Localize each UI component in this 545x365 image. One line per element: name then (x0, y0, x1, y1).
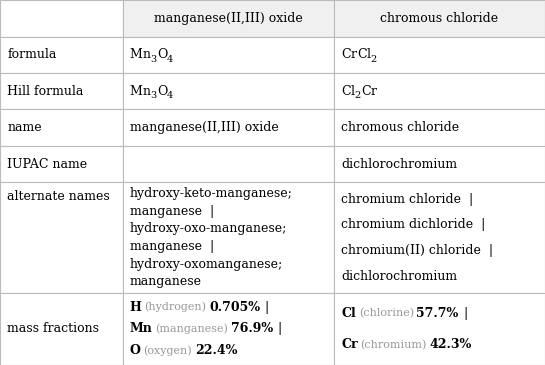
Bar (123, 293, 334, 365)
Text: Hill formula: Hill formula (7, 85, 83, 98)
Text: O: O (157, 48, 167, 61)
Text: r: r (371, 85, 377, 98)
Bar (123, 146, 334, 182)
Text: 4: 4 (167, 92, 173, 100)
Bar (0, 36, 123, 73)
Text: dichlorochromium: dichlorochromium (341, 158, 457, 171)
Text: (oxygen): (oxygen) (143, 346, 192, 356)
Text: 2: 2 (355, 92, 361, 100)
Bar (334, 182, 545, 293)
Text: manganese(II,III) oxide: manganese(II,III) oxide (130, 121, 278, 134)
Text: (manganese): (manganese) (155, 324, 228, 334)
Text: O: O (157, 85, 167, 98)
Text: 3: 3 (150, 92, 157, 100)
Bar (334, 73, 545, 110)
Bar (123, 182, 334, 293)
Text: 42.3%: 42.3% (429, 338, 472, 351)
Bar (123, 36, 334, 73)
Text: l: l (366, 48, 371, 61)
Text: alternate names: alternate names (7, 190, 110, 203)
Bar (0, 0, 123, 36)
Text: |: | (264, 301, 269, 314)
Text: name: name (7, 121, 42, 134)
Text: r: r (351, 48, 357, 61)
Text: Mn: Mn (130, 323, 153, 335)
Bar (0, 146, 123, 182)
Text: chromous chloride: chromous chloride (341, 121, 459, 134)
Text: IUPAC name: IUPAC name (7, 158, 87, 171)
Text: 57.7%: 57.7% (416, 307, 459, 320)
Text: manganese: manganese (130, 275, 202, 288)
Bar (334, 293, 545, 365)
Text: 76.9%: 76.9% (231, 323, 273, 335)
Text: 4: 4 (167, 55, 173, 64)
Text: l: l (351, 85, 355, 98)
Bar (334, 0, 545, 36)
Text: O: O (130, 344, 141, 357)
Text: (chromium): (chromium) (361, 339, 427, 350)
Text: hydroxy-keto-manganese;: hydroxy-keto-manganese; (130, 187, 293, 200)
Text: |: | (463, 307, 468, 320)
Text: chromium chloride  |: chromium chloride | (341, 193, 474, 206)
Text: 0.705%: 0.705% (209, 301, 260, 314)
Bar (334, 110, 545, 146)
Text: formula: formula (7, 48, 57, 61)
Text: M: M (130, 85, 143, 98)
Text: C: C (341, 85, 351, 98)
Text: M: M (130, 48, 143, 61)
Text: chromium(II) chloride  |: chromium(II) chloride | (341, 244, 493, 257)
Bar (123, 73, 334, 110)
Bar (0, 293, 123, 365)
Text: C: C (341, 48, 351, 61)
Text: |: | (277, 323, 282, 335)
Text: mass fractions: mass fractions (7, 323, 99, 335)
Text: chromium dichloride  |: chromium dichloride | (341, 218, 486, 231)
Bar (123, 110, 334, 146)
Text: C: C (361, 85, 371, 98)
Text: n: n (143, 85, 150, 98)
Text: 22.4%: 22.4% (195, 344, 237, 357)
Text: dichlorochromium: dichlorochromium (341, 270, 457, 283)
Text: manganese  |: manganese | (130, 240, 214, 253)
Text: hydroxy-oxomanganese;: hydroxy-oxomanganese; (130, 258, 283, 270)
Bar (334, 146, 545, 182)
Text: C: C (357, 48, 366, 61)
Bar (0, 110, 123, 146)
Bar (334, 36, 545, 73)
Text: n: n (143, 48, 150, 61)
Bar (0, 182, 123, 293)
Text: Cl: Cl (341, 307, 356, 320)
Text: (hydrogen): (hydrogen) (144, 302, 207, 312)
Text: 2: 2 (371, 55, 377, 64)
Text: chromous chloride: chromous chloride (380, 12, 499, 25)
Text: Cr: Cr (341, 338, 358, 351)
Bar (123, 0, 334, 36)
Text: manganese  |: manganese | (130, 205, 214, 218)
Text: manganese(II,III) oxide: manganese(II,III) oxide (154, 12, 302, 25)
Bar (0, 73, 123, 110)
Text: 3: 3 (150, 55, 157, 64)
Text: H: H (130, 301, 142, 314)
Text: hydroxy-oxo-manganese;: hydroxy-oxo-manganese; (130, 222, 287, 235)
Text: (chlorine): (chlorine) (359, 308, 414, 319)
